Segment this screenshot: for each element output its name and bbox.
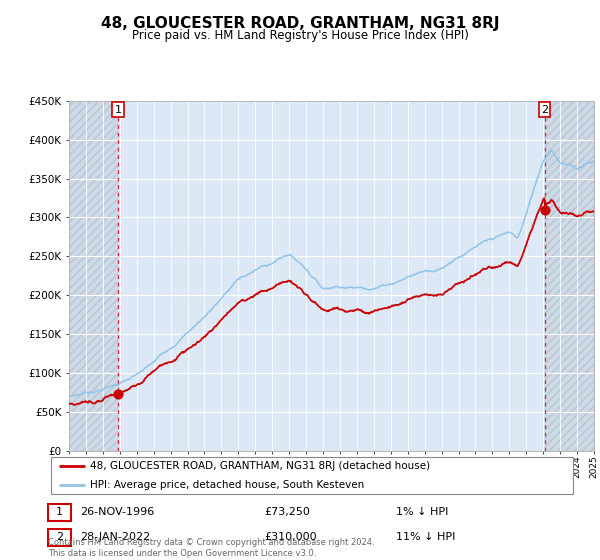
Text: 11% ↓ HPI: 11% ↓ HPI	[396, 533, 455, 542]
Text: HPI: Average price, detached house, South Kesteven: HPI: Average price, detached house, Sout…	[90, 480, 364, 489]
Point	[113, 389, 123, 398]
Text: 2: 2	[56, 533, 63, 542]
Text: Contains HM Land Registry data © Crown copyright and database right 2024.
This d: Contains HM Land Registry data © Crown c…	[48, 538, 374, 558]
Text: 1: 1	[56, 507, 63, 517]
Text: £73,250: £73,250	[264, 507, 310, 517]
Text: 48, GLOUCESTER ROAD, GRANTHAM, NG31 8RJ (detached house): 48, GLOUCESTER ROAD, GRANTHAM, NG31 8RJ …	[90, 461, 430, 471]
Text: 48, GLOUCESTER ROAD, GRANTHAM, NG31 8RJ: 48, GLOUCESTER ROAD, GRANTHAM, NG31 8RJ	[101, 16, 499, 31]
Text: 26-NOV-1996: 26-NOV-1996	[80, 507, 154, 517]
Text: £310,000: £310,000	[264, 533, 317, 542]
FancyBboxPatch shape	[50, 458, 574, 493]
Point	[540, 205, 550, 214]
Text: 1% ↓ HPI: 1% ↓ HPI	[396, 507, 448, 517]
Text: Price paid vs. HM Land Registry's House Price Index (HPI): Price paid vs. HM Land Registry's House …	[131, 29, 469, 42]
Text: 1: 1	[115, 105, 122, 115]
Text: 28-JAN-2022: 28-JAN-2022	[80, 533, 150, 542]
Text: 2: 2	[541, 105, 548, 115]
